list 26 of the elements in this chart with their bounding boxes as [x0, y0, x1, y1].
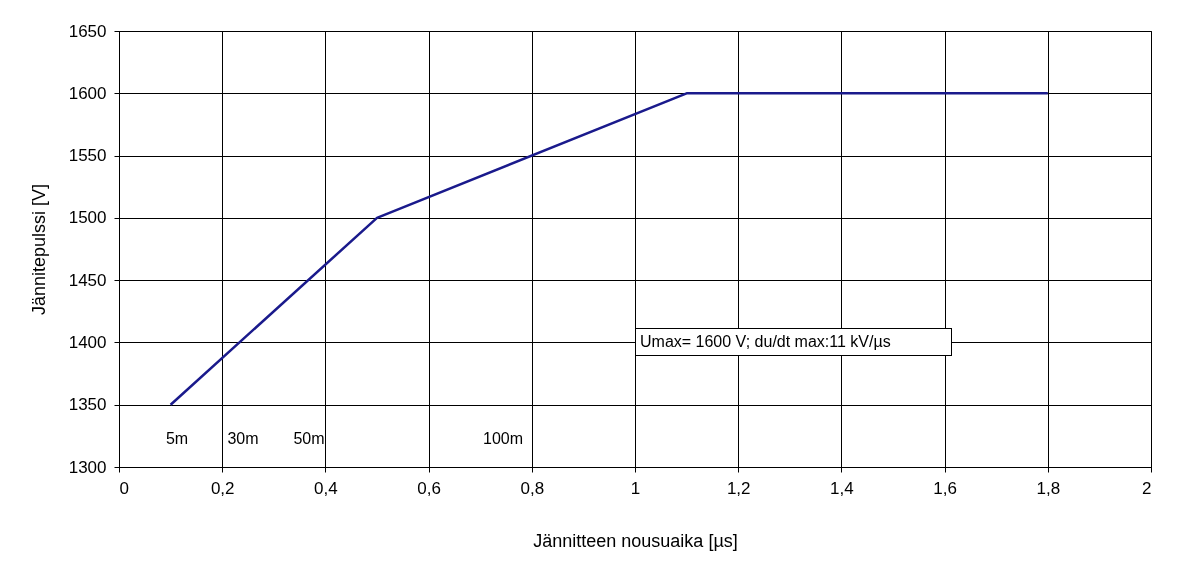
x-tick-label: 0,4: [314, 478, 338, 498]
x-tick-label: 1,6: [933, 478, 957, 498]
annotation: 50m: [293, 430, 325, 447]
x-tick-label: 0,2: [210, 478, 235, 498]
y-tick-label: 1600: [68, 83, 107, 103]
y-axis-title: Jännitepulssi [V]: [28, 183, 49, 316]
x-tick-label: 1,4: [830, 478, 854, 498]
y-tick-label: 1400: [68, 332, 107, 352]
annotation: 30m: [227, 430, 259, 447]
x-tick-label: 1,2: [726, 478, 751, 498]
y-tick-label: 1650: [68, 21, 107, 41]
annotation: 100m: [482, 430, 524, 447]
x-tick-label: 1,8: [1036, 478, 1061, 498]
note-box: Umax= 1600 V; du/dt max:11 kV/µs: [635, 328, 952, 356]
annotation: 5m: [165, 430, 189, 447]
x-tick-label: 0,6: [417, 478, 441, 498]
x-tick-label: 0: [119, 478, 129, 498]
x-tick-label: 0,8: [520, 478, 545, 498]
y-tick-label: 1450: [68, 270, 107, 290]
y-tick-label: 1550: [68, 146, 107, 166]
y-tick-label: 1300: [68, 457, 107, 477]
x-tick-label: 2: [1142, 478, 1152, 498]
y-tick-label: 1500: [68, 208, 107, 228]
x-axis-title: Jännitteen nousuaika [µs]: [533, 530, 738, 551]
x-tick-label: 1: [630, 478, 641, 498]
y-tick-label: 1350: [68, 395, 107, 415]
